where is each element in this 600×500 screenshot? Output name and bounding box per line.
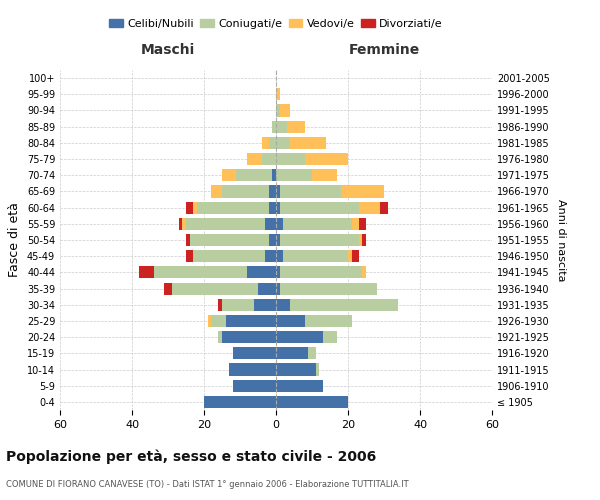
Bar xyxy=(276,234,280,246)
Bar xyxy=(186,218,265,230)
Bar xyxy=(280,234,359,246)
Bar xyxy=(280,266,362,278)
Bar xyxy=(276,202,280,213)
Bar xyxy=(233,380,276,392)
Bar xyxy=(359,202,380,213)
Bar xyxy=(348,250,352,262)
Bar xyxy=(308,348,316,360)
Bar xyxy=(139,266,154,278)
Bar xyxy=(269,137,276,149)
Bar xyxy=(280,104,290,117)
Bar xyxy=(269,234,276,246)
Bar xyxy=(276,88,280,101)
Bar xyxy=(190,234,269,246)
Bar xyxy=(211,315,226,327)
Bar xyxy=(276,104,280,117)
Bar xyxy=(222,169,236,181)
Bar xyxy=(222,331,276,343)
Bar xyxy=(276,137,290,149)
Bar xyxy=(323,331,337,343)
Legend: Celibi/Nubili, Coniugati/e, Vedovi/e, Divorziati/e: Celibi/Nubili, Coniugati/e, Vedovi/e, Di… xyxy=(105,14,447,33)
Bar xyxy=(233,348,276,360)
Bar xyxy=(276,348,308,360)
Bar xyxy=(262,153,276,165)
Bar xyxy=(276,315,305,327)
Bar xyxy=(359,234,362,246)
Bar xyxy=(276,266,280,278)
Bar xyxy=(222,298,254,311)
Bar xyxy=(352,250,359,262)
Bar xyxy=(247,153,262,165)
Bar xyxy=(222,186,269,198)
Bar xyxy=(218,298,222,311)
Bar xyxy=(254,298,276,311)
Bar xyxy=(226,315,276,327)
Bar xyxy=(352,218,359,230)
Text: Maschi: Maschi xyxy=(141,44,195,58)
Bar xyxy=(290,137,326,149)
Bar xyxy=(280,282,377,294)
Bar xyxy=(186,202,193,213)
Bar xyxy=(164,282,172,294)
Bar xyxy=(280,186,341,198)
Bar xyxy=(265,250,276,262)
Y-axis label: Fasce di età: Fasce di età xyxy=(8,202,21,278)
Bar xyxy=(193,250,265,262)
Bar xyxy=(276,396,348,408)
Bar xyxy=(182,218,186,230)
Bar xyxy=(272,169,276,181)
Bar xyxy=(287,120,305,132)
Bar xyxy=(305,315,352,327)
Bar xyxy=(204,396,276,408)
Bar xyxy=(362,234,366,246)
Bar xyxy=(229,364,276,376)
Bar xyxy=(305,153,348,165)
Bar xyxy=(276,250,283,262)
Bar xyxy=(276,153,305,165)
Bar xyxy=(269,202,276,213)
Text: Femmine: Femmine xyxy=(349,44,419,58)
Bar xyxy=(276,282,280,294)
Bar xyxy=(362,266,366,278)
Bar xyxy=(276,331,323,343)
Bar xyxy=(272,120,276,132)
Bar xyxy=(283,218,352,230)
Bar xyxy=(380,202,388,213)
Bar xyxy=(208,315,211,327)
Bar xyxy=(316,364,319,376)
Bar xyxy=(359,218,366,230)
Bar xyxy=(265,218,276,230)
Bar xyxy=(280,202,359,213)
Bar xyxy=(341,186,384,198)
Bar xyxy=(269,186,276,198)
Bar xyxy=(276,364,316,376)
Bar xyxy=(276,120,287,132)
Bar xyxy=(276,169,312,181)
Bar xyxy=(258,282,276,294)
Bar xyxy=(186,234,190,246)
Bar xyxy=(193,202,197,213)
Bar xyxy=(276,380,323,392)
Bar xyxy=(276,298,290,311)
Bar xyxy=(276,218,283,230)
Bar xyxy=(197,202,269,213)
Bar xyxy=(276,186,280,198)
Text: COMUNE DI FIORANO CANAVESE (TO) - Dati ISTAT 1° gennaio 2006 - Elaborazione TUTT: COMUNE DI FIORANO CANAVESE (TO) - Dati I… xyxy=(6,480,409,489)
Bar xyxy=(262,137,269,149)
Bar xyxy=(172,282,258,294)
Bar xyxy=(186,250,193,262)
Bar xyxy=(312,169,337,181)
Bar xyxy=(283,250,348,262)
Bar xyxy=(211,186,222,198)
Text: Popolazione per età, sesso e stato civile - 2006: Popolazione per età, sesso e stato civil… xyxy=(6,450,376,464)
Bar xyxy=(236,169,272,181)
Y-axis label: Anni di nascita: Anni di nascita xyxy=(556,198,566,281)
Bar xyxy=(247,266,276,278)
Bar xyxy=(154,266,247,278)
Bar xyxy=(179,218,182,230)
Bar xyxy=(218,331,222,343)
Bar xyxy=(290,298,398,311)
